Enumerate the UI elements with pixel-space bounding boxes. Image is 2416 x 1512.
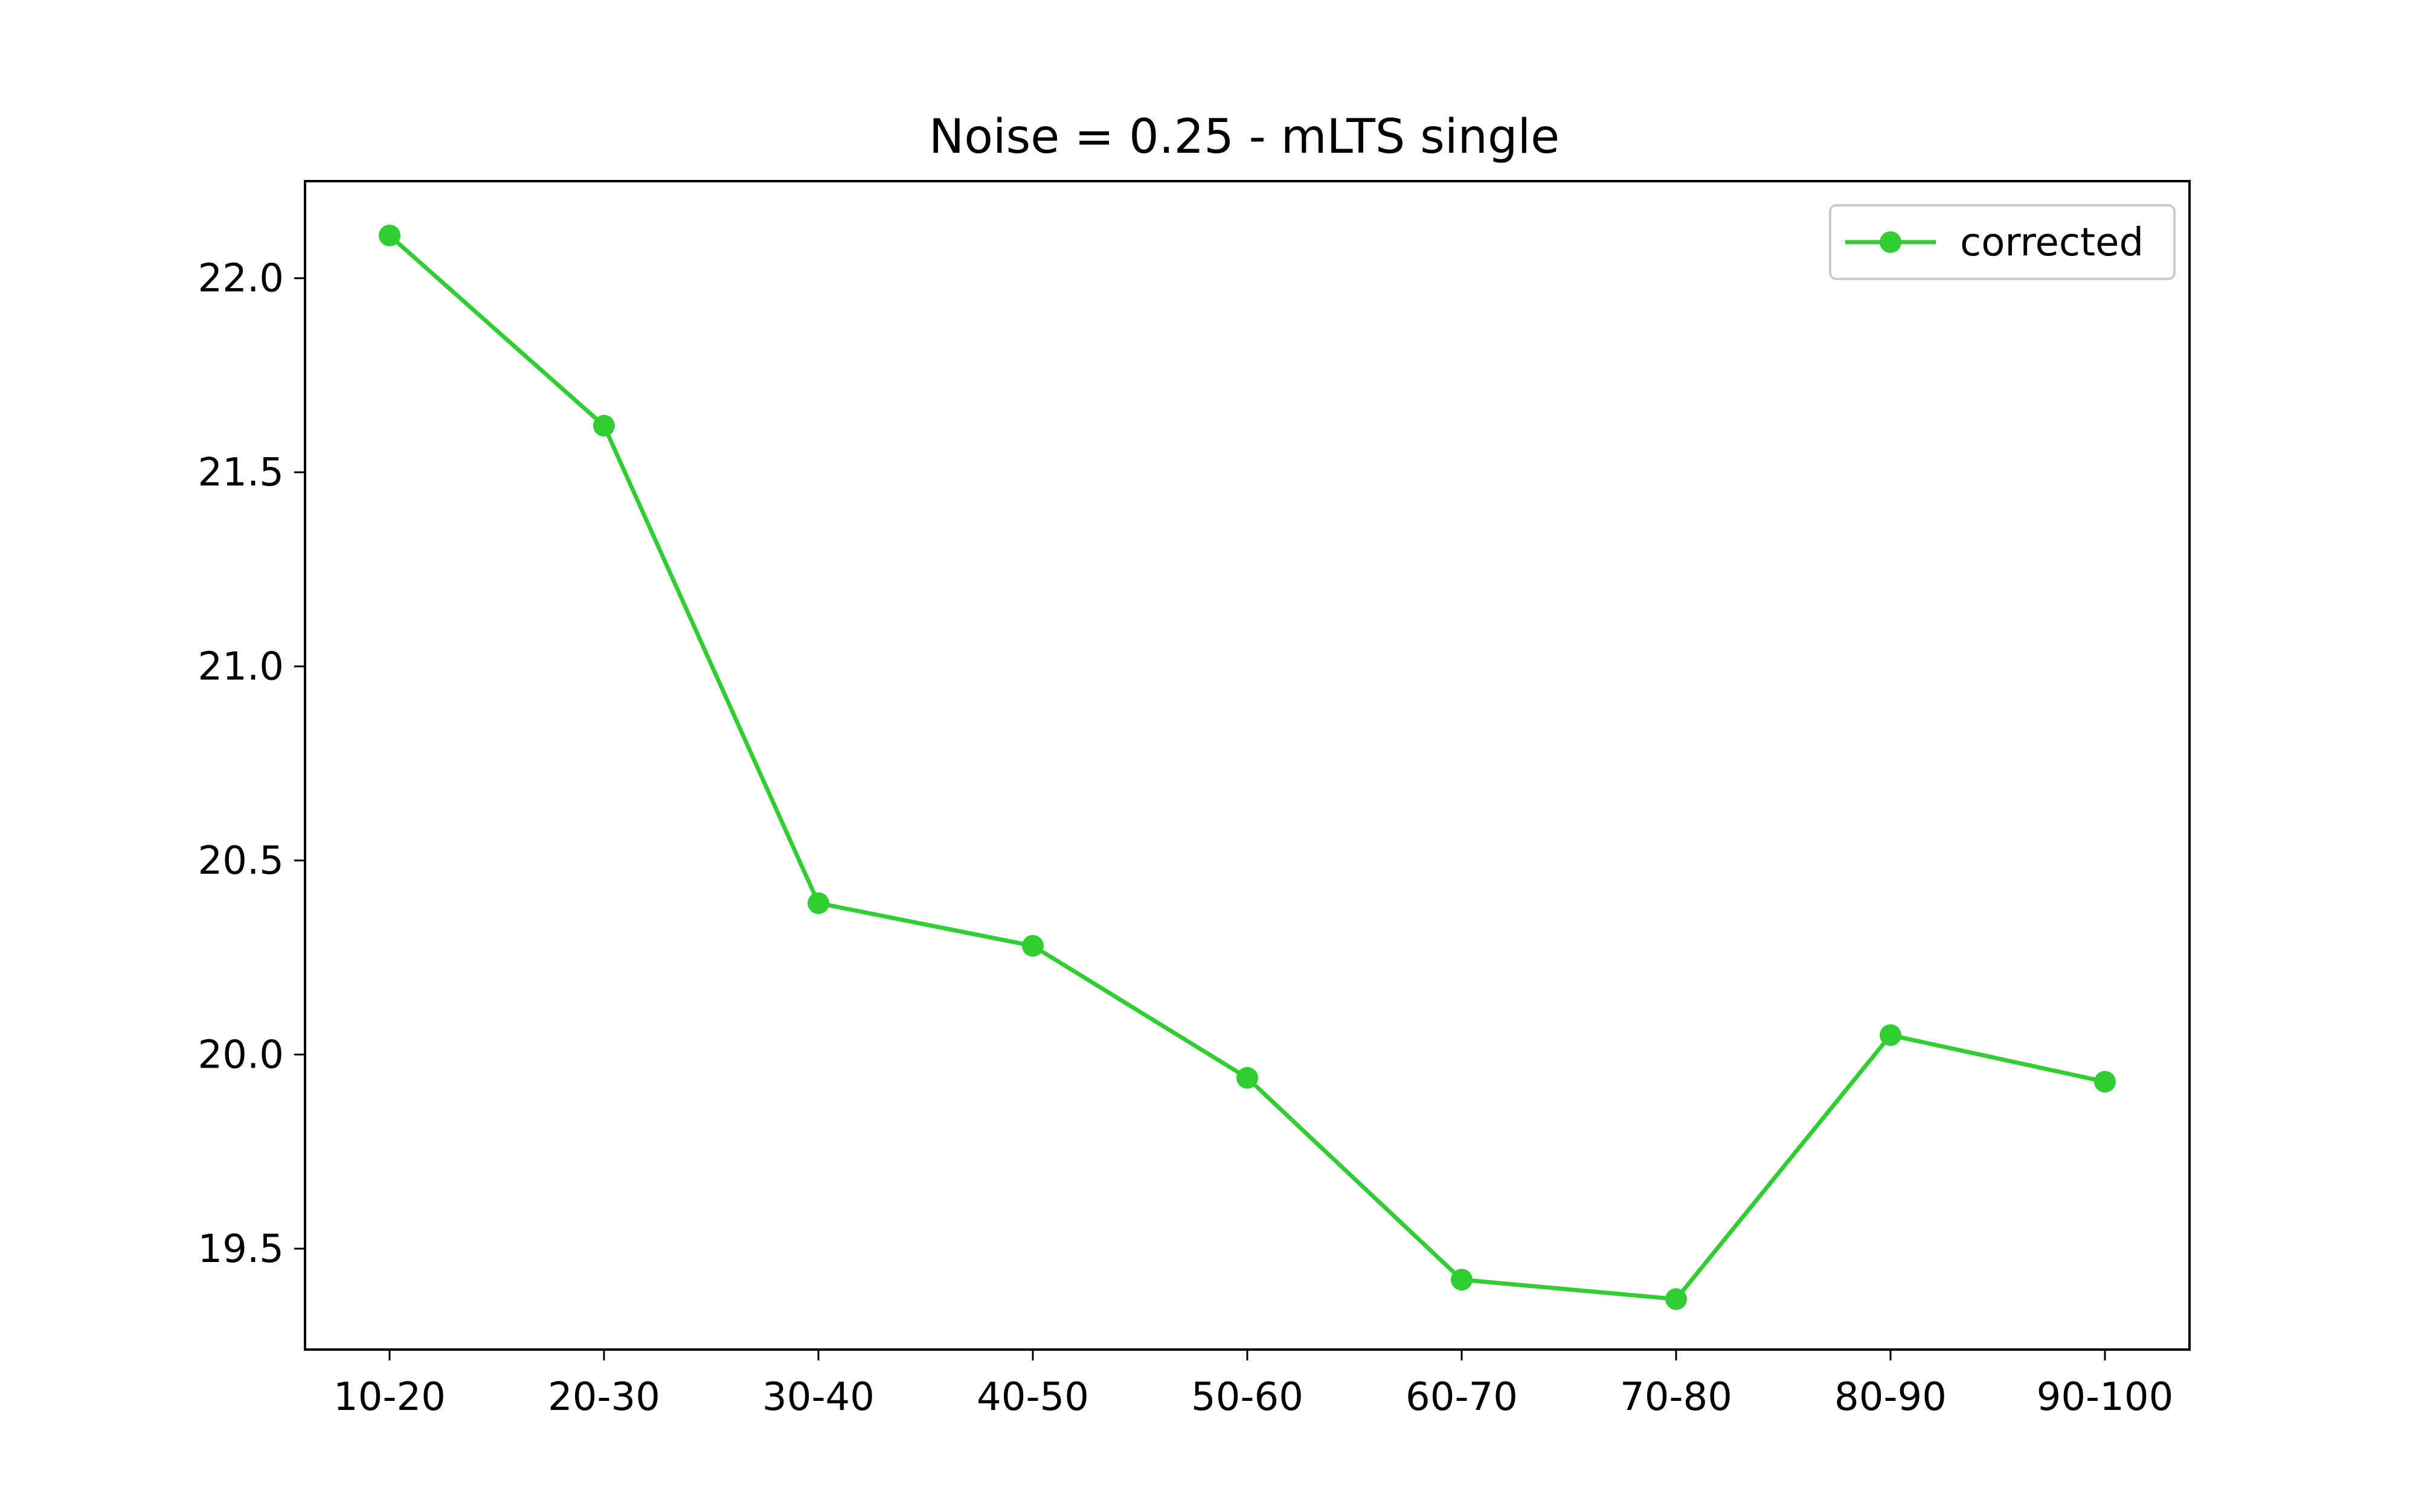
y-tick-label: 20.5 [198,839,284,883]
data-point [593,415,615,437]
chart-title: Noise = 0.25 - mLTS single [929,110,1560,164]
y-tick-label: 21.5 [198,450,284,495]
x-tick-label: 50-60 [1191,1375,1303,1420]
data-point [1022,935,1044,957]
x-tick-label: 40-50 [977,1375,1089,1420]
y-tick-label: 22.0 [198,257,284,301]
data-point [379,225,400,246]
y-tick-label: 20.0 [198,1033,284,1077]
y-tick-label: 19.5 [198,1227,284,1272]
legend-swatch-marker [1880,231,1901,253]
data-point [1236,1067,1258,1089]
x-tick-label: 20-30 [548,1375,660,1420]
x-tick-label: 70-80 [1620,1375,1732,1420]
data-point [2094,1071,2116,1093]
x-tick-label: 10-20 [333,1375,446,1420]
data-point [1451,1269,1473,1291]
y-tick-label: 21.0 [198,645,284,690]
data-point [1880,1024,1901,1046]
data-point [808,892,829,914]
plot-area: 10-20 20-30 30-40 40-50 50-60 60-70 70-80 80-90… [198,180,2191,1420]
legend-box [1829,204,2176,280]
data-point [1665,1288,1687,1310]
x-tick-label: 90-100 [2037,1375,2174,1420]
x-tick-label: 80-90 [1834,1375,1947,1420]
x-tick-label: 30-40 [762,1375,875,1420]
legend-label: corrected [1960,220,2144,265]
x-tick-label: 60-70 [1406,1375,1518,1420]
